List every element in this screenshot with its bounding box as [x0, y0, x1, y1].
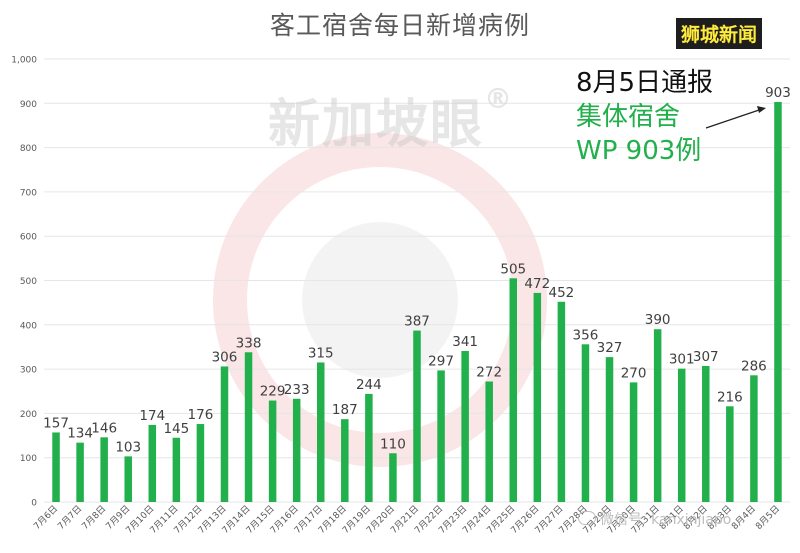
- bar: [52, 432, 60, 502]
- bar: [629, 382, 638, 502]
- bar: [365, 393, 373, 502]
- bar: [750, 375, 758, 502]
- x-tick-label: 7月7日: [56, 503, 85, 532]
- data-label: 390: [645, 312, 671, 328]
- data-label: 472: [524, 276, 550, 292]
- registered-mark: ®: [484, 82, 515, 115]
- data-label: 157: [43, 415, 69, 431]
- bar: [292, 398, 301, 502]
- data-label: 229: [260, 384, 286, 400]
- y-tick-label: 400: [20, 321, 37, 331]
- bar: [702, 365, 710, 502]
- bar: [485, 381, 493, 502]
- bar: [677, 368, 686, 502]
- data-label: 103: [115, 439, 141, 455]
- y-tick-label: 100: [20, 454, 37, 464]
- data-label: 327: [597, 340, 623, 356]
- data-label: 505: [500, 261, 526, 277]
- data-label: 272: [476, 365, 502, 381]
- data-label: 452: [548, 285, 574, 301]
- annotation-callout: 8月5日通报 集体宿舍 WP 903例: [576, 66, 713, 168]
- bar: [509, 278, 518, 502]
- data-label: 307: [693, 349, 719, 365]
- x-tick-label: 8月5日: [753, 503, 782, 532]
- bar: [557, 301, 566, 502]
- data-label: 301: [669, 352, 695, 368]
- y-tick-label: 600: [20, 233, 37, 243]
- bar: [220, 366, 229, 502]
- wechat-watermark: 微信号: kanxinjiapo: [578, 509, 731, 529]
- bars: [52, 101, 782, 502]
- bar: [774, 101, 782, 502]
- bar: [605, 357, 614, 502]
- data-label: 176: [188, 407, 214, 423]
- data-label: 286: [741, 358, 767, 374]
- x-tick-label: 8月4日: [729, 503, 758, 532]
- bar: [100, 437, 108, 502]
- data-label: 270: [621, 365, 647, 381]
- data-label: 387: [404, 314, 430, 330]
- annotation-date: 8月5日通报: [576, 68, 714, 98]
- data-label: 338: [236, 335, 262, 351]
- y-tick-label: 500: [20, 277, 37, 287]
- bar: [461, 350, 469, 502]
- y-tick-label: 800: [20, 144, 37, 154]
- data-label: 903: [765, 85, 791, 101]
- y-axis-ticks: 0 100 200 300 400 500 600 700 800 900 1,000: [11, 56, 37, 509]
- wechat-id: 微信号: kanxinjiapo: [600, 512, 732, 528]
- annotation-category: 集体宿舍: [576, 102, 681, 132]
- y-tick-label: 700: [20, 188, 37, 198]
- data-label: 110: [380, 436, 406, 452]
- y-tick-label: 300: [20, 366, 37, 376]
- data-label: 341: [452, 334, 478, 350]
- data-label: 187: [332, 402, 358, 418]
- data-label: 233: [284, 382, 310, 398]
- bar: [124, 456, 132, 502]
- bar: [244, 352, 253, 502]
- annotation-count: WP 903例: [576, 136, 702, 166]
- wechat-icon: [578, 511, 596, 525]
- y-tick-label: 0: [31, 499, 37, 509]
- data-label: 356: [573, 327, 599, 343]
- bar: [76, 442, 84, 502]
- chart-title: 客工宿舍每日新增病例: [269, 11, 530, 40]
- watermark-brand: 新加坡眼: [268, 95, 485, 155]
- brand-badge: 狮城新闻: [676, 18, 763, 49]
- data-label: 146: [91, 420, 117, 436]
- data-label: 244: [356, 377, 382, 393]
- bar: [196, 424, 205, 502]
- bar: [533, 292, 542, 502]
- bar: [148, 424, 157, 502]
- data-label: 216: [717, 389, 743, 405]
- y-tick-label: 200: [20, 410, 37, 420]
- data-label: 297: [428, 353, 454, 369]
- bar: [726, 406, 734, 502]
- bar: [413, 330, 421, 502]
- bar: [341, 419, 349, 502]
- bar: [268, 400, 277, 502]
- y-tick-label: 1,000: [11, 56, 37, 66]
- watermark-text: 新加坡眼®: [268, 82, 514, 157]
- bar: [389, 453, 397, 502]
- bar: [316, 362, 325, 502]
- data-label: 306: [212, 349, 238, 365]
- data-label: 315: [308, 345, 334, 361]
- bar: [581, 344, 590, 502]
- bar: [437, 370, 445, 502]
- bar: [172, 437, 181, 502]
- data-label: 174: [139, 408, 165, 424]
- bar: [653, 329, 662, 502]
- y-tick-label: 900: [20, 100, 37, 110]
- x-tick-label: 7月8日: [80, 503, 109, 532]
- data-label: 145: [163, 421, 189, 437]
- annotation-arrow: [705, 106, 766, 129]
- data-label: 134: [67, 426, 93, 442]
